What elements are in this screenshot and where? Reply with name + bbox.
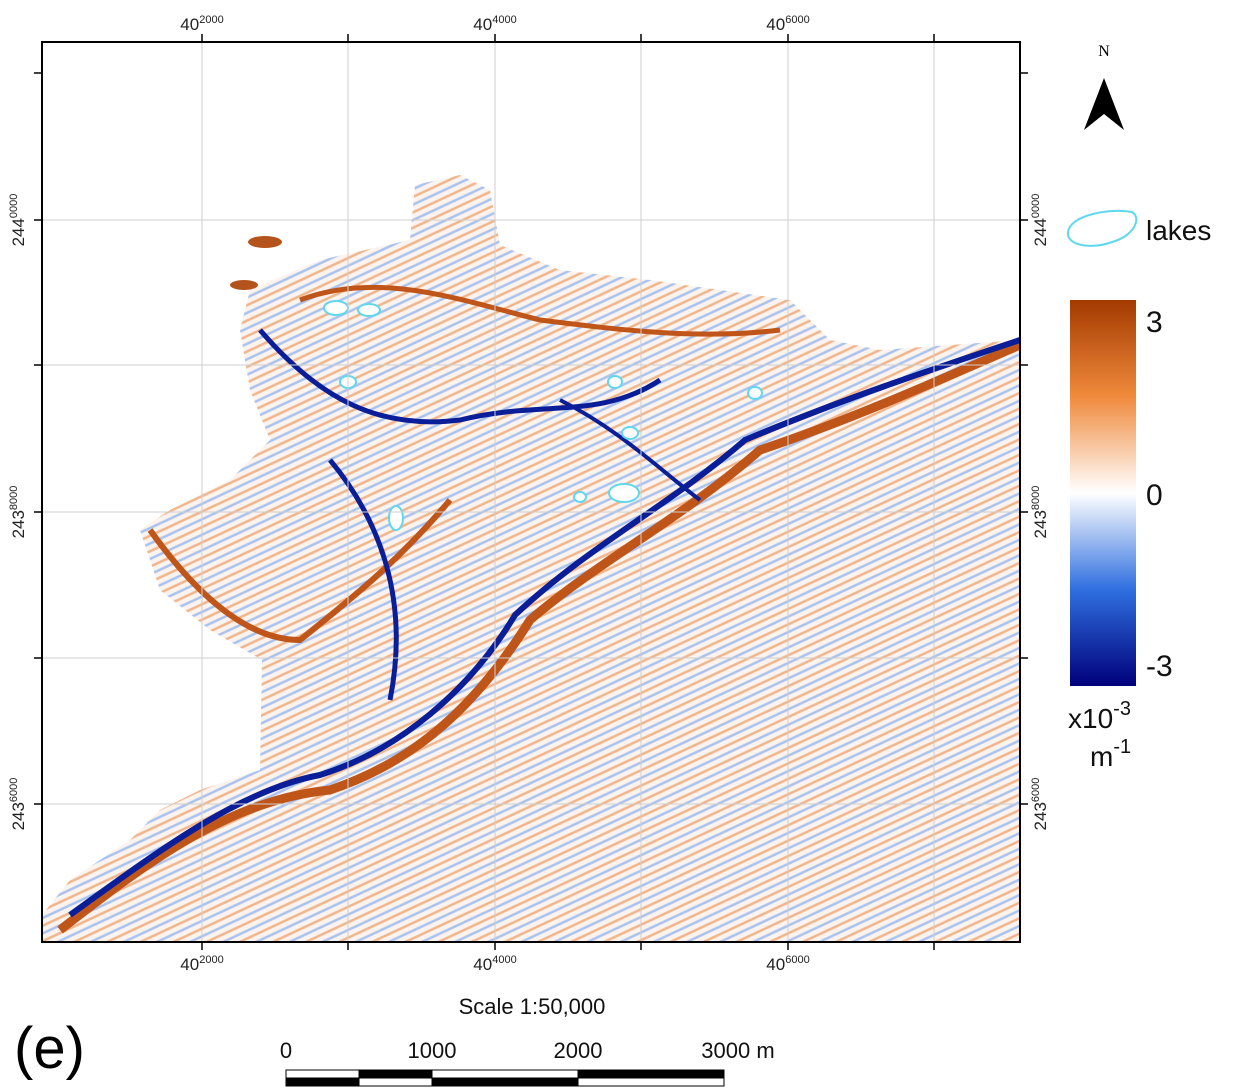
coord-main: 243	[1031, 802, 1050, 830]
legend-lake-symbol	[1068, 211, 1136, 246]
coord-label: 402000	[180, 14, 223, 34]
scale-segment	[286, 1070, 359, 1078]
coord-sup: 0000	[8, 194, 20, 218]
coord-label: 404000	[473, 954, 516, 974]
scale-segment	[286, 1078, 359, 1086]
coord-sup: 6000	[1030, 778, 1042, 802]
unit-base: x10	[1068, 703, 1113, 734]
panel-label: (e)	[14, 1016, 85, 1081]
coord-sup: 6000	[785, 954, 809, 966]
legend-label: lakes	[1146, 215, 1211, 246]
coord-sup: 8000	[1030, 486, 1042, 510]
coord-main: 40	[180, 955, 199, 974]
coord-label: 2438000	[1030, 486, 1050, 539]
coord-label: 2440000	[1030, 194, 1050, 247]
north-label: N	[1098, 43, 1110, 60]
coord-label: 2438000	[8, 486, 28, 539]
scale-segment	[359, 1078, 432, 1086]
coord-main: 40	[473, 955, 492, 974]
coord-sup: 6000	[785, 14, 809, 26]
colorbar-unit2: m-1	[1090, 736, 1131, 772]
north-arrow	[1084, 78, 1124, 130]
coord-main: 244	[1031, 218, 1050, 246]
scale-segment	[578, 1078, 724, 1086]
coord-label: 2436000	[8, 778, 28, 831]
coord-sup: 2000	[199, 954, 223, 966]
coord-main: 243	[1031, 510, 1050, 538]
scale-label: 2000	[554, 1038, 603, 1063]
coord-main: 243	[9, 510, 28, 538]
scale-segment	[432, 1078, 578, 1086]
coord-main: 40	[473, 15, 492, 34]
colorbar-min: -3	[1146, 650, 1173, 683]
coord-sup: 0000	[1030, 194, 1042, 218]
scale-label: 1000	[408, 1038, 457, 1063]
unit2-exp: -1	[1113, 736, 1131, 758]
scale-label: 0	[280, 1038, 292, 1063]
coord-sup: 4000	[492, 954, 516, 966]
colorbar	[1070, 300, 1136, 686]
coord-sup: 4000	[492, 14, 516, 26]
scale-segment	[359, 1070, 432, 1078]
colorbar-unit: x10-3	[1068, 698, 1131, 734]
coord-main: 243	[9, 802, 28, 830]
coord-label: 2436000	[1030, 778, 1050, 831]
scale-segment	[578, 1070, 724, 1078]
colorbar-max: 3	[1146, 306, 1163, 339]
coord-label: 402000	[180, 954, 223, 974]
coord-label: 406000	[766, 954, 809, 974]
coord-sup: 6000	[8, 778, 20, 802]
coord-main: 40	[180, 15, 199, 34]
scale-segment	[432, 1070, 578, 1078]
coord-label: 404000	[473, 14, 516, 34]
coord-main: 40	[766, 15, 785, 34]
map-figure: N lakes 3 0 -3 x10-3 m-1 Scale 1:50,000 …	[0, 0, 1234, 1090]
colorbar-mid: 0	[1146, 479, 1163, 512]
unit2-base: m	[1090, 741, 1113, 772]
scale-bar: 0 1000 2000 3000 m	[280, 1038, 775, 1086]
map-raster	[42, 175, 1020, 942]
coord-sup: 8000	[8, 486, 20, 510]
coord-label: 2440000	[8, 194, 28, 247]
coord-main: 40	[766, 955, 785, 974]
unit-exp: -3	[1113, 698, 1131, 720]
scale-label: 3000 m	[701, 1038, 774, 1063]
coord-sup: 2000	[199, 14, 223, 26]
coord-label: 406000	[766, 14, 809, 34]
coord-main: 244	[9, 218, 28, 246]
scale-title: Scale 1:50,000	[459, 994, 606, 1019]
